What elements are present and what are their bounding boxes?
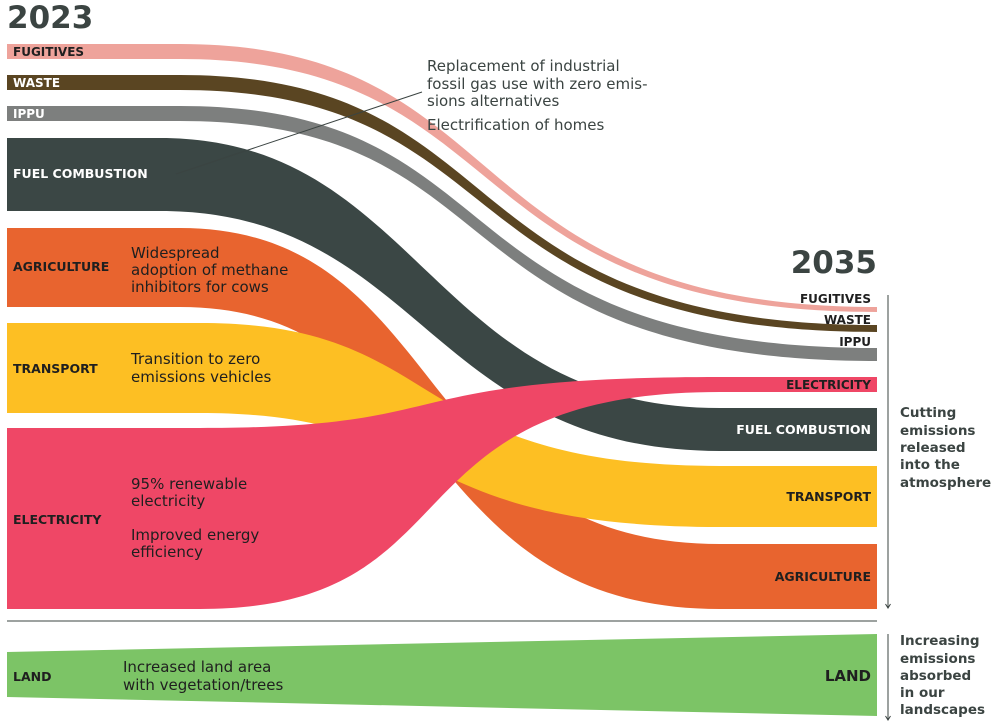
svg-text:released: released [900,440,966,456]
note-industrial: Replacement of industrial fossil gas use… [427,57,648,110]
svg-text:atmosphere: atmosphere [900,475,991,491]
svg-text:in our: in our [900,685,945,701]
right-label-transport: TRANSPORT [786,489,871,504]
note-land: Increased land area with vegetation/tree… [123,658,283,694]
svg-text:emissions vehicles: emissions vehicles [131,368,271,386]
left-label-waste: WASTE [13,76,60,90]
left-label-fugitives: FUGITIVES [13,45,84,59]
note-homes: Electrification of homes [427,116,604,134]
side-note-absorbed: Increasing emissions absorbed in our lan… [900,633,985,718]
right-label-waste: WASTE [824,313,871,327]
svg-text:fossil gas use with zero emis-: fossil gas use with zero emis- [427,75,648,93]
left-label-fuel-combustion: FUEL COMBUSTION [13,166,148,181]
svg-text:with vegetation/trees: with vegetation/trees [123,676,283,694]
svg-text:efficiency: efficiency [131,543,203,561]
absorbed-bracket [885,634,891,721]
svg-text:inhibitors for cows: inhibitors for cows [131,278,269,296]
svg-text:Increasing: Increasing [900,633,980,649]
svg-text:Increased land area: Increased land area [123,658,271,676]
svg-text:Improved energy: Improved energy [131,526,259,544]
note-efficiency: Improved energy efficiency [131,526,259,561]
right-label-electricity: ELECTRICITY [786,378,871,392]
year-2035: 2035 [791,245,877,281]
left-label-land: LAND [13,669,51,684]
left-label-electricity: ELECTRICITY [13,512,102,527]
left-label-ippu: IPPU [13,107,45,121]
svg-text:absorbed: absorbed [900,668,971,684]
svg-text:95% renewable: 95% renewable [131,475,247,493]
right-label-ippu: IPPU [839,335,871,349]
svg-text:sions alternatives: sions alternatives [427,92,559,110]
land-band [7,634,877,716]
note-transport: Transition to zero emissions vehicles [130,350,271,386]
right-label-agriculture: AGRICULTURE [775,569,871,584]
svg-text:Widespread: Widespread [131,244,220,262]
svg-text:emissions: emissions [900,651,975,667]
fuel-combustion-flow [7,138,877,451]
svg-text:into the: into the [900,457,960,473]
industrial-leader-line [175,91,423,175]
svg-text:Replacement of industrial: Replacement of industrial [427,57,620,75]
year-2023: 2023 [7,0,93,36]
side-note-emissions: Cutting emissions released into the atmo… [900,405,991,491]
note-renewable: 95% renewable electricity [131,475,247,510]
svg-text:emissions: emissions [900,423,975,439]
svg-text:adoption of methane: adoption of methane [131,261,288,279]
right-label-fuel-combustion: FUEL COMBUSTION [736,422,871,437]
electricity-flow [7,377,877,609]
svg-text:electricity: electricity [131,492,205,510]
left-label-transport: TRANSPORT [13,361,98,376]
note-agriculture: Widespread adoption of methane inhibitor… [131,244,288,296]
svg-text:landscapes: landscapes [900,702,985,718]
left-label-agriculture: AGRICULTURE [13,259,109,274]
emissions-bracket [885,295,891,609]
svg-text:Cutting: Cutting [900,405,956,421]
right-label-fugitives: FUGITIVES [800,292,871,306]
svg-text:Transition to zero: Transition to zero [130,350,260,368]
right-label-land: LAND [825,667,871,685]
